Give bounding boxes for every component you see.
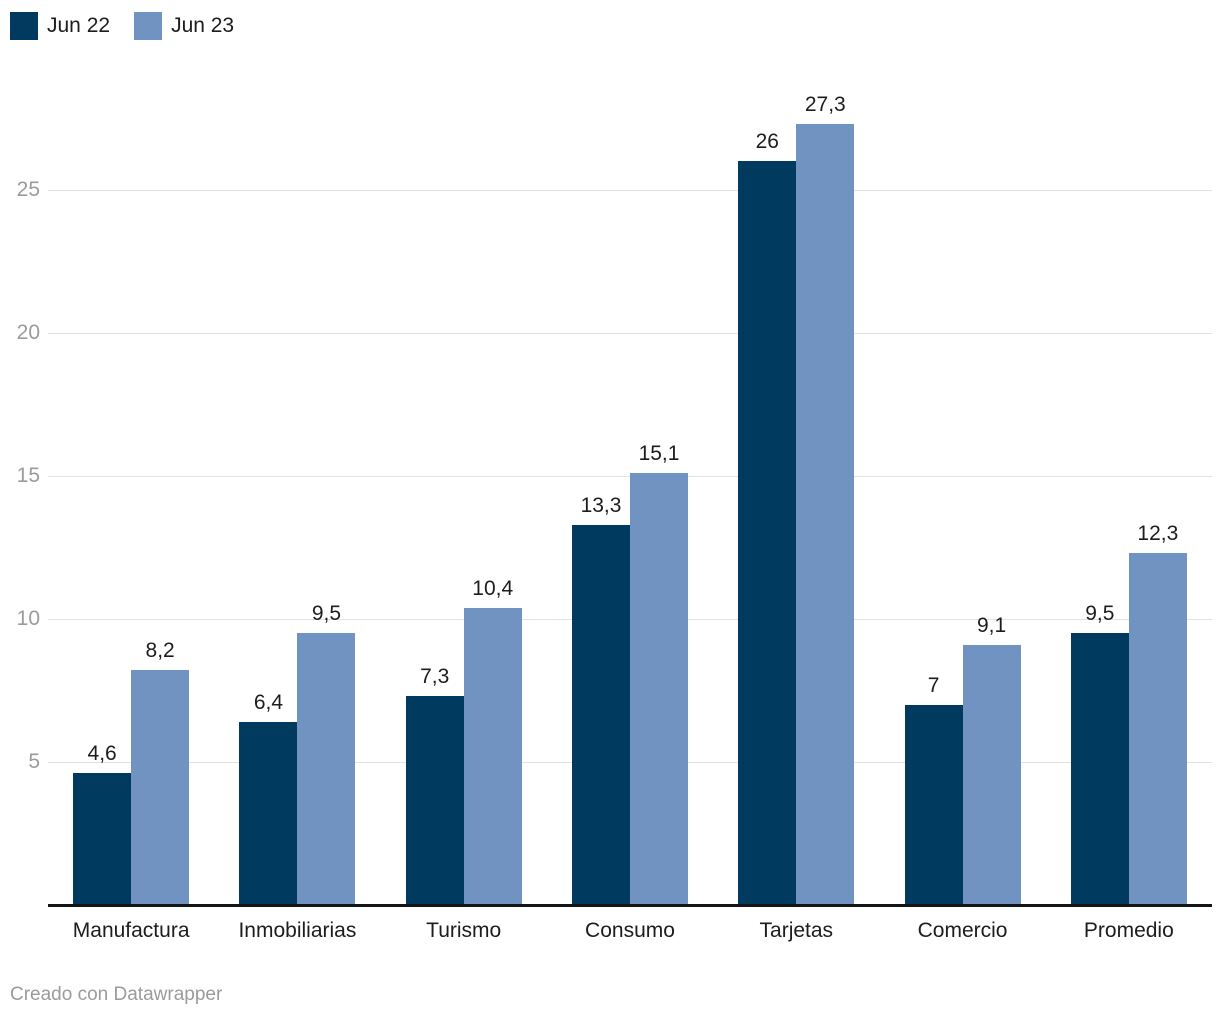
bar-jun-23-turismo [463, 607, 522, 905]
legend-swatch-jun-22 [10, 12, 38, 40]
bar-jun-22-inmobiliarias [239, 721, 298, 905]
legend-swatch-jun-23 [134, 12, 163, 40]
value-label-jun-22-comercio: 7 [927, 673, 940, 697]
category-label-turismo: Turismo [426, 919, 502, 942]
y-axis-tick-label-5: 5 [28, 750, 40, 773]
category-label-comercio: Comercio [917, 919, 1008, 942]
value-label-jun-22-promedio: 9,5 [1085, 602, 1115, 626]
bar-jun-22-tarjetas [738, 161, 797, 905]
value-label-jun-22-tarjetas: 26 [755, 130, 779, 154]
bar-jun-23-consumo [630, 473, 688, 905]
bar-jun-23-comercio [962, 644, 1021, 905]
attribution-text: Creado con Datawrapper [10, 984, 223, 1005]
value-label-jun-23-inmobiliarias: 9,5 [311, 602, 342, 626]
value-label-jun-23-tarjetas: 27,3 [804, 93, 846, 117]
bar-jun-22-turismo [405, 696, 464, 905]
y-axis-tick-label-10: 10 [16, 607, 40, 630]
category-label-manufactura: Manufactura [72, 919, 190, 942]
category-label-tarjetas: Tarjetas [759, 919, 834, 942]
value-label-jun-23-promedio: 12,3 [1137, 522, 1179, 546]
bar-jun-23-promedio [1128, 553, 1187, 905]
category-label-inmobiliarias: Inmobiliarias [238, 919, 357, 942]
bar-jun-23-inmobiliarias [297, 633, 356, 905]
bar-jun-22-manufactura [73, 773, 132, 905]
category-label-consumo: Consumo [585, 919, 675, 942]
bar-jun-23-tarjetas [796, 124, 855, 905]
value-label-jun-22-inmobiliarias: 6,4 [253, 690, 284, 714]
value-label-jun-23-turismo: 10,4 [472, 576, 514, 600]
bar-jun-22-promedio [1070, 633, 1129, 905]
legend-label: Jun 23 [171, 14, 235, 37]
x-axis-baseline [48, 904, 1212, 907]
gridline-25 [48, 190, 1212, 191]
gridline-20 [48, 333, 1212, 334]
legend-item-jun-23: Jun 23 [134, 12, 234, 40]
value-label-jun-23-consumo: 15,1 [638, 442, 680, 466]
legend: Jun 22 Jun 23 [10, 12, 234, 40]
y-axis-tick-label-20: 20 [16, 321, 40, 344]
value-label-jun-23-manufactura: 8,2 [145, 639, 175, 663]
y-axis-tick-label-15: 15 [16, 464, 40, 487]
bar-jun-22-consumo [572, 524, 630, 905]
value-label-jun-22-turismo: 7,3 [420, 665, 450, 689]
legend-label: Jun 22 [47, 14, 111, 37]
bar-jun-22-comercio [904, 704, 963, 905]
value-label-jun-22-consumo: 13,3 [580, 493, 622, 517]
category-label-promedio: Promedio [1083, 919, 1174, 942]
value-label-jun-23-comercio: 9,1 [976, 613, 1007, 637]
y-axis-tick-label-25: 25 [16, 178, 40, 201]
value-label-jun-22-manufactura: 4,6 [87, 742, 117, 766]
legend-item-jun-22: Jun 22 [10, 12, 110, 40]
bar-jun-23-manufactura [131, 670, 190, 905]
